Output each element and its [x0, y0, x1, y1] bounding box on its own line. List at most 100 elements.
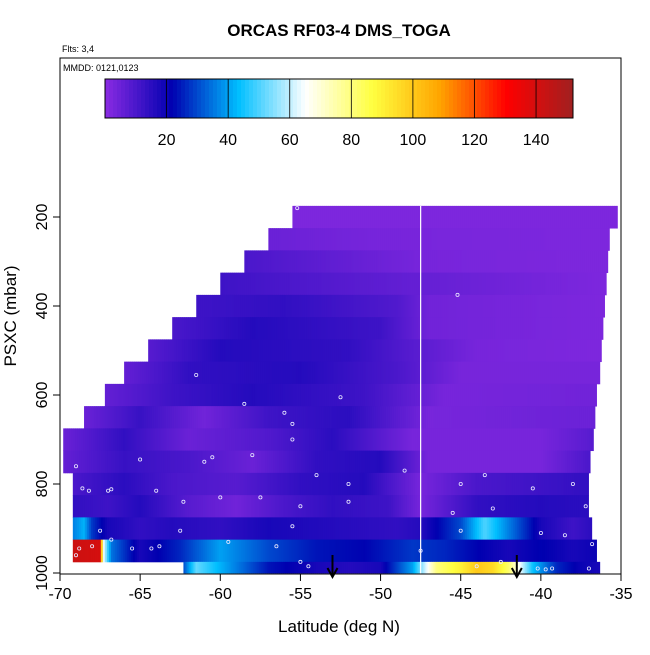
- heatmap-layer: [63, 206, 618, 574]
- colorbar-cell: [209, 79, 214, 118]
- colorbar-cell: [373, 79, 378, 118]
- colorbar-cell: [165, 79, 170, 118]
- y-tick-label: 600: [34, 382, 51, 409]
- heat-cell: [595, 384, 597, 407]
- colorbar-cell: [281, 79, 286, 118]
- colorbar-cell: [445, 79, 450, 118]
- heat-cell: [593, 428, 594, 451]
- heat-row: [73, 517, 592, 540]
- colorbar-cell: [197, 79, 202, 118]
- heat-row: [84, 406, 595, 429]
- colorbar-tick-label: 120: [461, 132, 488, 149]
- colorbar-cell: [193, 79, 198, 118]
- colorbar-cell: [117, 79, 122, 118]
- colorbar-cell: [433, 79, 438, 118]
- colorbar-cell: [505, 79, 510, 118]
- heat-cell: [600, 339, 602, 362]
- colorbar-cell: [161, 79, 166, 118]
- colorbar-cell: [241, 79, 246, 118]
- colorbar-cell: [361, 79, 366, 118]
- colorbar-cell: [413, 79, 418, 118]
- heat-cell: [606, 250, 608, 273]
- heat-cell: [589, 451, 590, 474]
- colorbar-cell: [145, 79, 150, 118]
- colorbar-cell: [385, 79, 390, 118]
- colorbar-cell: [377, 79, 382, 118]
- colorbar-cell: [121, 79, 126, 118]
- chart-title: ORCAS RF03-4 DMS_TOGA: [227, 21, 451, 40]
- colorbar-cell: [317, 79, 322, 118]
- x-axis: -70-65-60-55-50-45-40-35: [48, 574, 632, 603]
- colorbar-cell: [229, 79, 234, 118]
- colorbar-cell: [401, 79, 406, 118]
- colorbar-cell: [341, 79, 346, 118]
- colorbar-cell: [261, 79, 266, 118]
- x-tick-label: -55: [289, 586, 312, 603]
- colorbar-cell: [509, 79, 514, 118]
- colorbar-cell: [357, 79, 362, 118]
- colorbar-cell: [153, 79, 158, 118]
- colorbar-cell: [305, 79, 310, 118]
- colorbar-cell: [417, 79, 422, 118]
- colorbar-cell: [389, 79, 394, 118]
- heat-cell: [602, 317, 603, 340]
- colorbar-cell: [309, 79, 314, 118]
- x-tick-label: -35: [609, 586, 632, 603]
- colorbar-cell: [497, 79, 502, 118]
- colorbar-cell: [489, 79, 494, 118]
- colorbar-cell: [313, 79, 318, 118]
- colorbar-cell: [269, 79, 274, 118]
- colorbar-cell: [245, 79, 250, 118]
- heat-row: [63, 451, 590, 474]
- colorbar-cell: [469, 79, 474, 118]
- colorbar-cell: [185, 79, 190, 118]
- colorbar-cell: [329, 79, 334, 118]
- heat-row: [73, 473, 589, 496]
- colorbar-cell: [493, 79, 498, 118]
- colorbar-cell: [405, 79, 410, 118]
- colorbar-cell: [221, 79, 226, 118]
- heat-row: [105, 384, 597, 407]
- colorbar-cell: [301, 79, 306, 118]
- colorbar-cell: [189, 79, 194, 118]
- colorbar-cell: [113, 79, 118, 118]
- colorbar-cell: [461, 79, 466, 118]
- colorbar-cell: [517, 79, 522, 118]
- colorbar-cell: [141, 79, 146, 118]
- colorbar-cell: [233, 79, 238, 118]
- colorbar-cell: [449, 79, 454, 118]
- heat-row: [292, 206, 617, 229]
- y-tick-label: 400: [34, 293, 51, 320]
- flights-note: Flts: 3,4: [62, 44, 94, 54]
- colorbar-cell: [129, 79, 134, 118]
- heat-cell: [587, 473, 589, 496]
- colorbar-cell: [533, 79, 538, 118]
- heat-row: [124, 362, 600, 385]
- colorbar-cell: [557, 79, 562, 118]
- heat-cell: [599, 562, 600, 574]
- heat-cell: [598, 362, 600, 385]
- y-tick-label: 1000: [34, 555, 51, 591]
- colorbar-tick-label: 20: [158, 132, 176, 149]
- colorbar-cell: [525, 79, 530, 118]
- y-tick-label: 800: [34, 471, 51, 498]
- heat-row: [148, 339, 602, 362]
- colorbar-cell: [521, 79, 526, 118]
- x-tick-label: -70: [48, 586, 71, 603]
- heat-row: [268, 228, 609, 251]
- colorbar-cell: [169, 79, 174, 118]
- colorbar-cell: [325, 79, 330, 118]
- colorbar-cell: [429, 79, 434, 118]
- x-tick-label: -50: [369, 586, 392, 603]
- colorbar-cell: [553, 79, 558, 118]
- heat-row: [73, 495, 589, 518]
- colorbar-cell: [277, 79, 282, 118]
- colorbar-cell: [485, 79, 490, 118]
- colorbar-cell: [561, 79, 566, 118]
- heat-row: [73, 540, 597, 563]
- colorbar-cell: [321, 79, 326, 118]
- x-tick-label: -65: [129, 586, 152, 603]
- heat-row: [172, 317, 603, 340]
